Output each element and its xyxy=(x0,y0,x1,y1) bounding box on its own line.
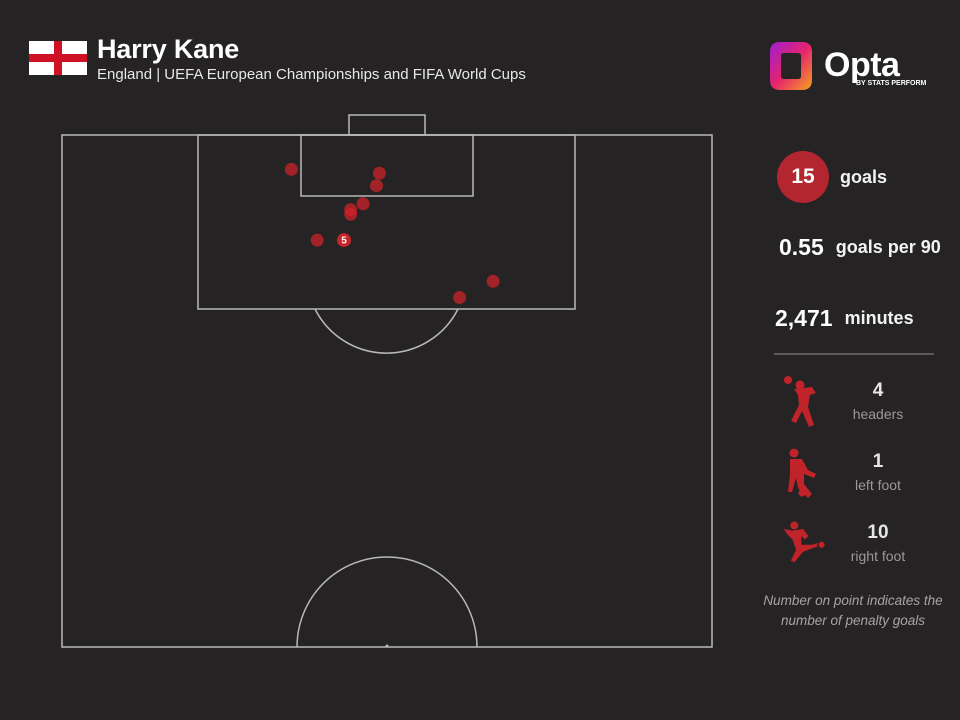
minutes-label: minutes xyxy=(844,308,914,328)
goal-marker xyxy=(372,166,386,180)
goals-label: goals xyxy=(840,166,888,187)
right-foot-player-icon xyxy=(783,521,825,563)
player-name: Harry Kane xyxy=(97,34,240,64)
left-foot-label: left foot xyxy=(855,477,901,493)
goal xyxy=(348,114,426,136)
six-yard-box xyxy=(300,134,474,197)
centre-circle xyxy=(296,556,478,648)
goal-marker xyxy=(344,207,358,221)
opta-tagline: BY STATS PERFORM xyxy=(856,80,927,87)
goal-marker xyxy=(284,162,298,176)
goals-stat: 15 goals xyxy=(777,151,887,203)
subtitle: England | UEFA European Championships an… xyxy=(97,66,526,83)
pitch-outline xyxy=(61,134,713,648)
opta-logo: Opta BY STATS PERFORM xyxy=(768,40,928,92)
goal-marker xyxy=(356,197,370,211)
goal-marker xyxy=(486,274,500,288)
headers-count: 4 xyxy=(872,380,884,401)
goal-markers: 5 xyxy=(284,162,500,304)
stats-divider xyxy=(774,353,934,355)
per90-value: 0.55 xyxy=(779,234,824,260)
headers-label: headers xyxy=(852,406,904,422)
penalty-area xyxy=(197,134,576,310)
left-foot-count: 1 xyxy=(872,451,884,472)
opta-wordmark: Opta xyxy=(824,46,900,84)
penalty-arc xyxy=(314,308,459,354)
goal-marker xyxy=(310,233,324,247)
minutes-stat: 2,471 minutes xyxy=(775,305,914,332)
minutes-value: 2,471 xyxy=(775,305,833,331)
goal-marker xyxy=(337,233,351,248)
penalty-count-label: 5 xyxy=(341,236,347,247)
per90-stat: 0.55 goals per 90 xyxy=(779,234,941,261)
goal-marker xyxy=(453,291,467,304)
right-foot-count: 10 xyxy=(867,522,889,543)
per90-label: goals per 90 xyxy=(835,237,941,257)
penalty-note: Number on point indicates the number of … xyxy=(763,593,943,628)
left-foot-player-icon xyxy=(788,448,816,498)
right-foot-label: right foot xyxy=(850,548,906,564)
header-player-icon xyxy=(784,376,816,427)
centre-spot xyxy=(385,644,389,648)
goal-marker xyxy=(370,179,383,193)
england-flag xyxy=(29,41,87,75)
goals-value: 15 xyxy=(777,151,829,203)
